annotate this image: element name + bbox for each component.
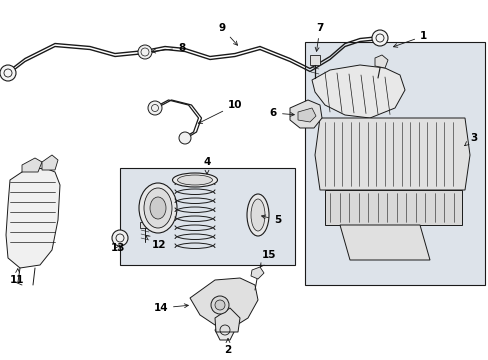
Polygon shape bbox=[140, 222, 150, 228]
Bar bbox=[120, 168, 294, 265]
Polygon shape bbox=[250, 267, 264, 279]
Polygon shape bbox=[215, 308, 240, 332]
Text: 10: 10 bbox=[198, 100, 242, 123]
Polygon shape bbox=[215, 318, 235, 340]
Ellipse shape bbox=[139, 183, 177, 233]
Circle shape bbox=[210, 296, 228, 314]
Text: 7: 7 bbox=[315, 23, 323, 51]
Polygon shape bbox=[374, 55, 387, 68]
Text: 6: 6 bbox=[269, 108, 294, 118]
Ellipse shape bbox=[143, 188, 172, 228]
Ellipse shape bbox=[250, 199, 264, 231]
Text: 11: 11 bbox=[10, 269, 24, 285]
Text: 1: 1 bbox=[393, 31, 427, 47]
Circle shape bbox=[138, 45, 152, 59]
Circle shape bbox=[371, 30, 387, 46]
Circle shape bbox=[148, 101, 162, 115]
Polygon shape bbox=[42, 155, 58, 170]
Circle shape bbox=[0, 65, 16, 81]
Text: 13: 13 bbox=[110, 243, 125, 253]
Text: 2: 2 bbox=[224, 339, 231, 355]
Polygon shape bbox=[289, 100, 321, 128]
Text: 3: 3 bbox=[464, 133, 476, 146]
Polygon shape bbox=[309, 55, 319, 65]
Text: 5: 5 bbox=[261, 215, 281, 225]
Polygon shape bbox=[314, 118, 469, 190]
Circle shape bbox=[179, 132, 191, 144]
Polygon shape bbox=[190, 278, 258, 328]
Polygon shape bbox=[6, 168, 60, 268]
Ellipse shape bbox=[246, 194, 268, 236]
Text: 15: 15 bbox=[260, 250, 276, 267]
Bar bbox=[305, 42, 484, 285]
Polygon shape bbox=[297, 108, 315, 122]
Text: 4: 4 bbox=[203, 157, 210, 174]
Polygon shape bbox=[22, 158, 42, 172]
Text: 8: 8 bbox=[151, 43, 185, 53]
Polygon shape bbox=[325, 190, 461, 225]
Text: 9: 9 bbox=[218, 23, 237, 45]
Ellipse shape bbox=[150, 197, 165, 219]
Ellipse shape bbox=[177, 175, 212, 185]
Circle shape bbox=[112, 230, 128, 246]
Polygon shape bbox=[339, 225, 429, 260]
Text: 14: 14 bbox=[153, 303, 188, 313]
Text: 12: 12 bbox=[145, 235, 166, 250]
Circle shape bbox=[215, 300, 224, 310]
Polygon shape bbox=[311, 65, 404, 118]
Ellipse shape bbox=[172, 173, 217, 187]
